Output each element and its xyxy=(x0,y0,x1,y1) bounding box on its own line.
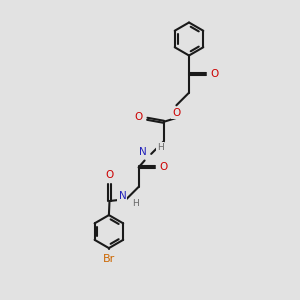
Text: O: O xyxy=(105,170,114,180)
Text: N: N xyxy=(139,147,147,158)
Text: O: O xyxy=(172,108,181,118)
Text: Br: Br xyxy=(103,254,115,264)
Text: H: H xyxy=(132,199,139,208)
Text: O: O xyxy=(159,162,168,172)
Text: O: O xyxy=(211,69,219,79)
Text: H: H xyxy=(157,143,164,152)
Text: O: O xyxy=(135,112,143,122)
Text: N: N xyxy=(118,191,126,201)
